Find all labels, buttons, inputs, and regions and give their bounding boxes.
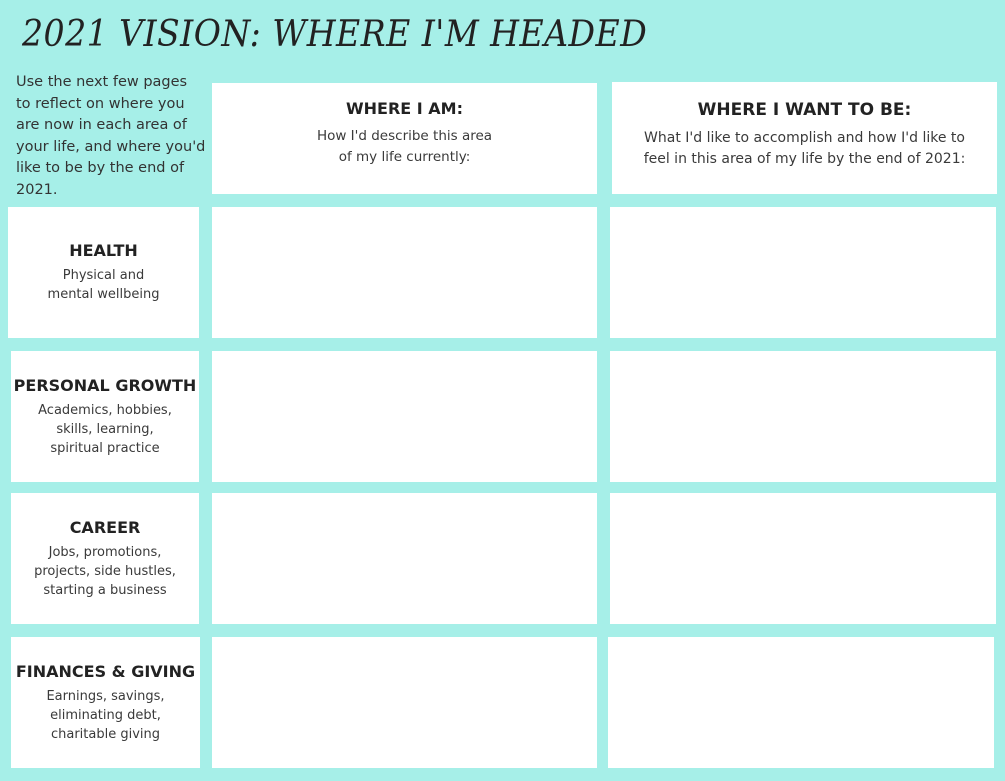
where-i-want-to-be-personal-growth-field[interactable]	[610, 351, 996, 482]
where-i-am-finances-field[interactable]	[212, 637, 597, 768]
column-header-where-i-want-to-be: WHERE I WANT TO BE: What I'd like to acc…	[612, 82, 997, 194]
row-label-finances-giving: FINANCES & GIVING Earnings, savings, eli…	[11, 637, 200, 768]
row-label-career: CAREER Jobs, promotions, projects, side …	[11, 493, 199, 624]
where-i-want-to-be-career-field[interactable]	[610, 493, 996, 624]
column-description: How I'd describe this area of my life cu…	[316, 128, 493, 165]
where-i-am-personal-growth-field[interactable]	[212, 351, 597, 482]
row-description: Earnings, savings, eliminating debt, cha…	[46, 688, 165, 742]
row-heading: CAREER	[69, 517, 141, 537]
column-description: What I'd like to accomplish and how I'd …	[643, 130, 966, 167]
row-description: Academics, hobbies, skills, learning, sp…	[38, 402, 172, 456]
where-i-am-health-field[interactable]	[212, 207, 597, 338]
row-description: Physical and mental wellbeing	[47, 268, 160, 302]
row-heading: PERSONAL GROWTH	[13, 375, 197, 395]
row-heading: FINANCES & GIVING	[15, 661, 196, 681]
column-heading: WHERE I WANT TO BE:	[697, 100, 912, 120]
row-description: Jobs, promotions, projects, side hustles…	[34, 544, 176, 598]
row-label-health: HEALTH Physical and mental wellbeing	[8, 207, 199, 338]
column-heading: WHERE I AM:	[345, 99, 463, 118]
where-i-want-to-be-health-field[interactable]	[610, 207, 996, 338]
page-title: 2021 VISION: WHERE I'M HEADED	[22, 14, 648, 55]
where-i-am-career-field[interactable]	[212, 493, 597, 624]
row-label-personal-growth: PERSONAL GROWTH Academics, hobbies, skil…	[11, 351, 199, 482]
row-heading: HEALTH	[69, 241, 138, 260]
where-i-want-to-be-finances-field[interactable]	[608, 637, 994, 768]
intro-text: Use the next few pages to reflect on whe…	[16, 74, 206, 198]
column-header-where-i-am: WHERE I AM: How I'd describe this area o…	[212, 83, 597, 194]
